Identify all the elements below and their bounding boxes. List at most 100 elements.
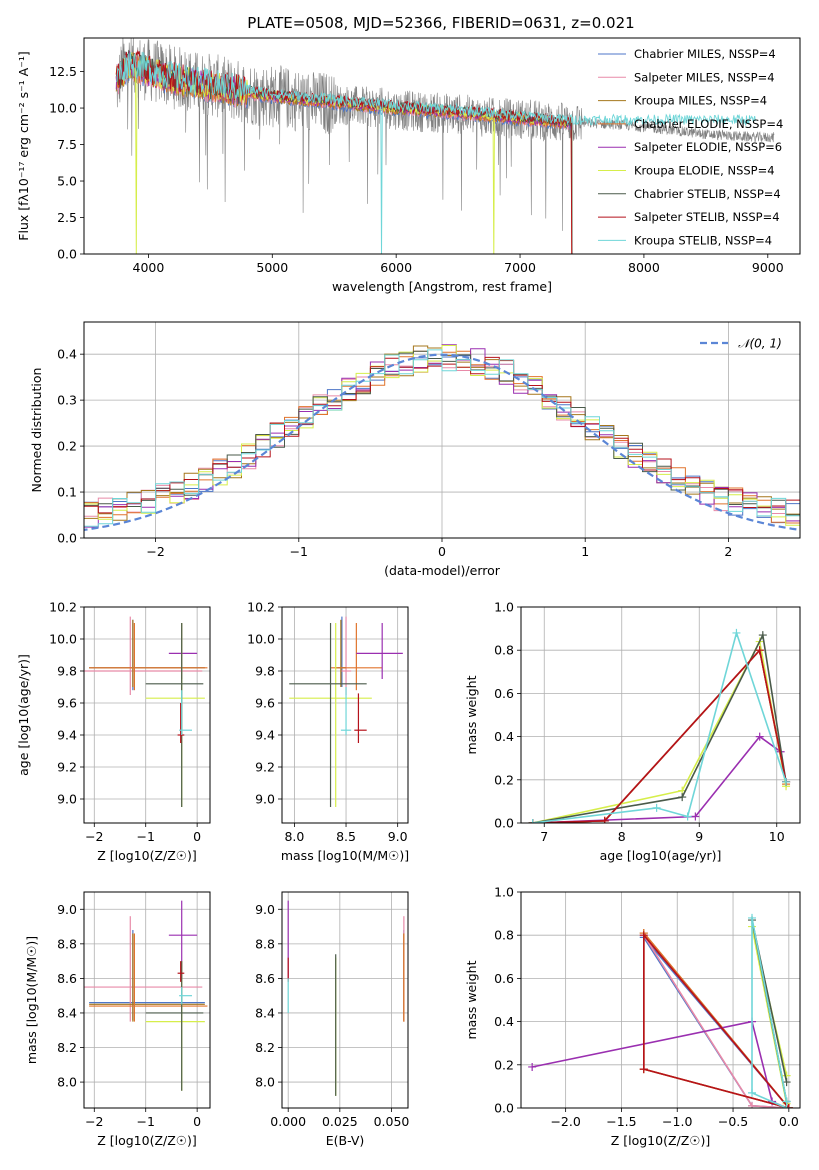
y-tick-label: 9.2 <box>57 760 77 775</box>
figure-title: PLATE=0508, MJD=52366, FIBERID=0631, z=0… <box>247 14 634 32</box>
legend-label: Kroupa ELODIE, NSSP=4 <box>634 164 775 178</box>
x-tick-label: −1 <box>290 544 308 559</box>
observed-spectrum <box>115 38 775 231</box>
x-tick-label: −2 <box>146 544 164 559</box>
y-axis-label: Normed distribution <box>29 368 44 493</box>
series-marker <box>528 819 537 823</box>
y-tick-label: 8.4 <box>57 1005 77 1020</box>
mass-weight-vs-metallicity-panel: −2.0 −1.5 −1.0 −0.5 0.0 0.0 0.2 0.4 0.6 0.8 1.0 Z [… <box>464 885 801 1148</box>
plot-area <box>84 900 208 1091</box>
y-axis-label: Flux [fλ10⁻¹⁷ erg cm⁻² s⁻¹ A⁻¹] <box>16 51 31 240</box>
x-tick-label: 9 <box>695 829 703 844</box>
errorbar-point-kroupa-miles <box>89 933 205 1022</box>
mass-weight-series-salpeter-stelib <box>639 931 793 1108</box>
x-tick-label: 4000 <box>133 260 165 275</box>
y-tick-label: 0.0 <box>57 247 77 262</box>
y-tick-label: 9.0 <box>255 902 275 917</box>
mass-weight-series-kroupa-stelib <box>748 913 791 1108</box>
age-vs-metallicity-panel: −2 −1 0 9.0 9.2 9.4 9.6 9.8 10.0 10.2 Z [log10(Z/Z… <box>16 600 211 863</box>
x-tick-label: −1.5 <box>606 1114 636 1129</box>
series-marker <box>748 913 757 922</box>
y-tick-label: 9.4 <box>255 728 275 743</box>
y-tick-label: 12.5 <box>49 64 77 79</box>
series-line <box>751 917 788 1108</box>
series-line <box>532 630 787 823</box>
y-tick-label: 8.2 <box>255 1040 275 1055</box>
errorbar-point-salpeter-elodie <box>356 623 403 679</box>
axes-frame <box>83 37 801 255</box>
errorbar-point-chabrier-stelib <box>145 961 204 1091</box>
y-tick-label: 0.2 <box>57 439 77 454</box>
x-tick-label: 8 <box>618 829 626 844</box>
plot-area <box>528 628 791 823</box>
series-marker <box>600 816 609 823</box>
y-tick-label: 8.0 <box>57 1075 77 1090</box>
y-tick-label: 0.1 <box>57 485 77 500</box>
series-line <box>643 933 790 1108</box>
y-tick-label: 0.6 <box>494 971 514 986</box>
y-tick-label: 0.8 <box>494 643 514 658</box>
y-tick-label: 10.2 <box>49 600 77 615</box>
legend-label: Salpeter MILES, NSSP=4 <box>634 70 775 84</box>
x-axis-label: Z [log10(Z/Z☉)] <box>97 1133 197 1148</box>
x-tick-label: 2 <box>724 544 732 559</box>
normal-distribution-curve <box>84 353 800 532</box>
x-axis-label: E(B-V) <box>326 1133 365 1148</box>
y-tick-label: 10.0 <box>247 632 275 647</box>
y-tick-label: 9.6 <box>255 696 275 711</box>
x-axis-label: Z [log10(Z/Z☉)] <box>97 848 197 863</box>
x-tick-label: 8.5 <box>336 829 356 844</box>
legend-label: Chabrier ELODIE, NSSP=4 <box>634 117 783 131</box>
x-tick-label: 9.0 <box>388 829 408 844</box>
series-marker <box>748 1088 757 1097</box>
errorbar-point-salpeter-stelib <box>177 961 185 982</box>
legend-label: Kroupa STELIB, NSSP=4 <box>634 233 772 247</box>
mass-weight-series-kroupa-elodie <box>528 637 791 823</box>
axes-frame <box>83 891 211 1109</box>
x-tick-label: −1 <box>136 829 154 844</box>
y-axis-label: mass [log10(M/M☉)] <box>24 936 39 1064</box>
plot-area <box>115 38 775 254</box>
x-tick-label: 5000 <box>256 260 288 275</box>
y-axis-label: mass weight <box>464 675 479 754</box>
errorbar-point-kroupa-elodie <box>145 961 205 1091</box>
y-tick-label: 9.2 <box>255 760 275 775</box>
y-tick-label: 10.2 <box>247 600 275 615</box>
series-marker <box>732 628 741 637</box>
errorbar-point-chabrier-stelib <box>145 623 204 807</box>
y-tick-label: 8.8 <box>57 936 77 951</box>
plot-area <box>287 900 405 1096</box>
y-tick-label: 2.5 <box>57 210 77 225</box>
x-tick-label: 1 <box>581 544 589 559</box>
x-tick-label: −2.0 <box>550 1114 580 1129</box>
histogram-kroupa-stelib <box>84 349 800 527</box>
y-tick-label: 8.6 <box>57 971 77 986</box>
y-tick-label: 0.6 <box>494 686 514 701</box>
axes-frame <box>520 606 801 824</box>
errorbar-point-chabrier-stelib <box>289 623 367 807</box>
series-marker <box>755 732 764 741</box>
y-tick-label: 10.0 <box>49 101 77 116</box>
y-tick-label: 9.0 <box>255 792 275 807</box>
axes-frame <box>281 891 409 1109</box>
y-tick-label: 9.4 <box>57 728 77 743</box>
x-tick-label: 0.0 <box>779 1114 799 1129</box>
y-tick-label: 0.0 <box>57 531 77 546</box>
x-tick-label: 9000 <box>752 260 784 275</box>
y-tick-label: 0.8 <box>494 928 514 943</box>
y-tick-label: 8.6 <box>255 971 275 986</box>
x-axis-label: (data-model)/error <box>384 563 501 578</box>
series-marker <box>691 812 700 821</box>
series-marker <box>755 646 764 655</box>
series-marker <box>639 1065 648 1074</box>
y-tick-label: 0.0 <box>494 1101 514 1116</box>
y-axis-label: age [log10(age/yr)] <box>16 654 31 776</box>
legend-label: Salpeter ELODIE, NSSP=6 <box>634 140 782 154</box>
series-line <box>532 632 787 823</box>
series-marker <box>758 631 767 640</box>
x-axis-label: mass [log10(M/M☉)] <box>281 848 409 863</box>
x-tick-label: 8000 <box>628 260 660 275</box>
axes-frame <box>520 891 801 1109</box>
y-tick-label: 9.6 <box>57 696 77 711</box>
plot-area <box>84 344 800 532</box>
